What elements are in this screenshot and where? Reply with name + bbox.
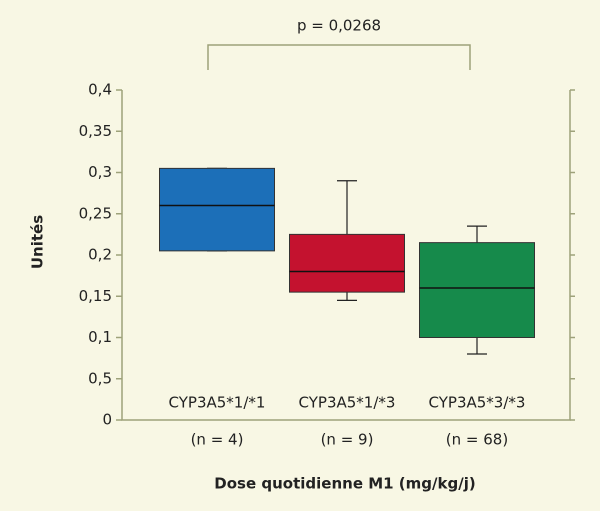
sample-size: (n = 9) [321, 431, 374, 449]
y-tick-label: 0,2 [88, 246, 112, 264]
y-tick-label: 0 [102, 411, 112, 429]
significance-bracket [207, 44, 471, 70]
y-tick-label: 0,5 [88, 369, 112, 387]
x-tick-label: CYP3A5*3/*3 [429, 394, 526, 412]
p-value: p = 0,0268 [297, 17, 381, 35]
x-tick-label: CYP3A5*1/*1 [169, 394, 266, 412]
x-axis-title: Dose quotidienne M1 (mg/kg/j) [214, 475, 475, 493]
y-tick-label: 0,25 [79, 204, 112, 222]
x-tick-label: CYP3A5*1/*3 [299, 394, 396, 412]
y-tick-label: 0,15 [79, 287, 112, 305]
y-axis-title: Unités [29, 215, 47, 269]
box [159, 167, 275, 252]
y-tick-label: 0,1 [88, 328, 112, 346]
sample-size: (n = 4) [191, 431, 244, 449]
box [419, 242, 535, 338]
y-tick-label: 0,35 [79, 122, 112, 140]
sample-size: (n = 68) [446, 431, 508, 449]
y-tick-label: 0,4 [88, 81, 112, 99]
y-tick-label: 0,3 [88, 163, 112, 181]
box [289, 233, 405, 293]
